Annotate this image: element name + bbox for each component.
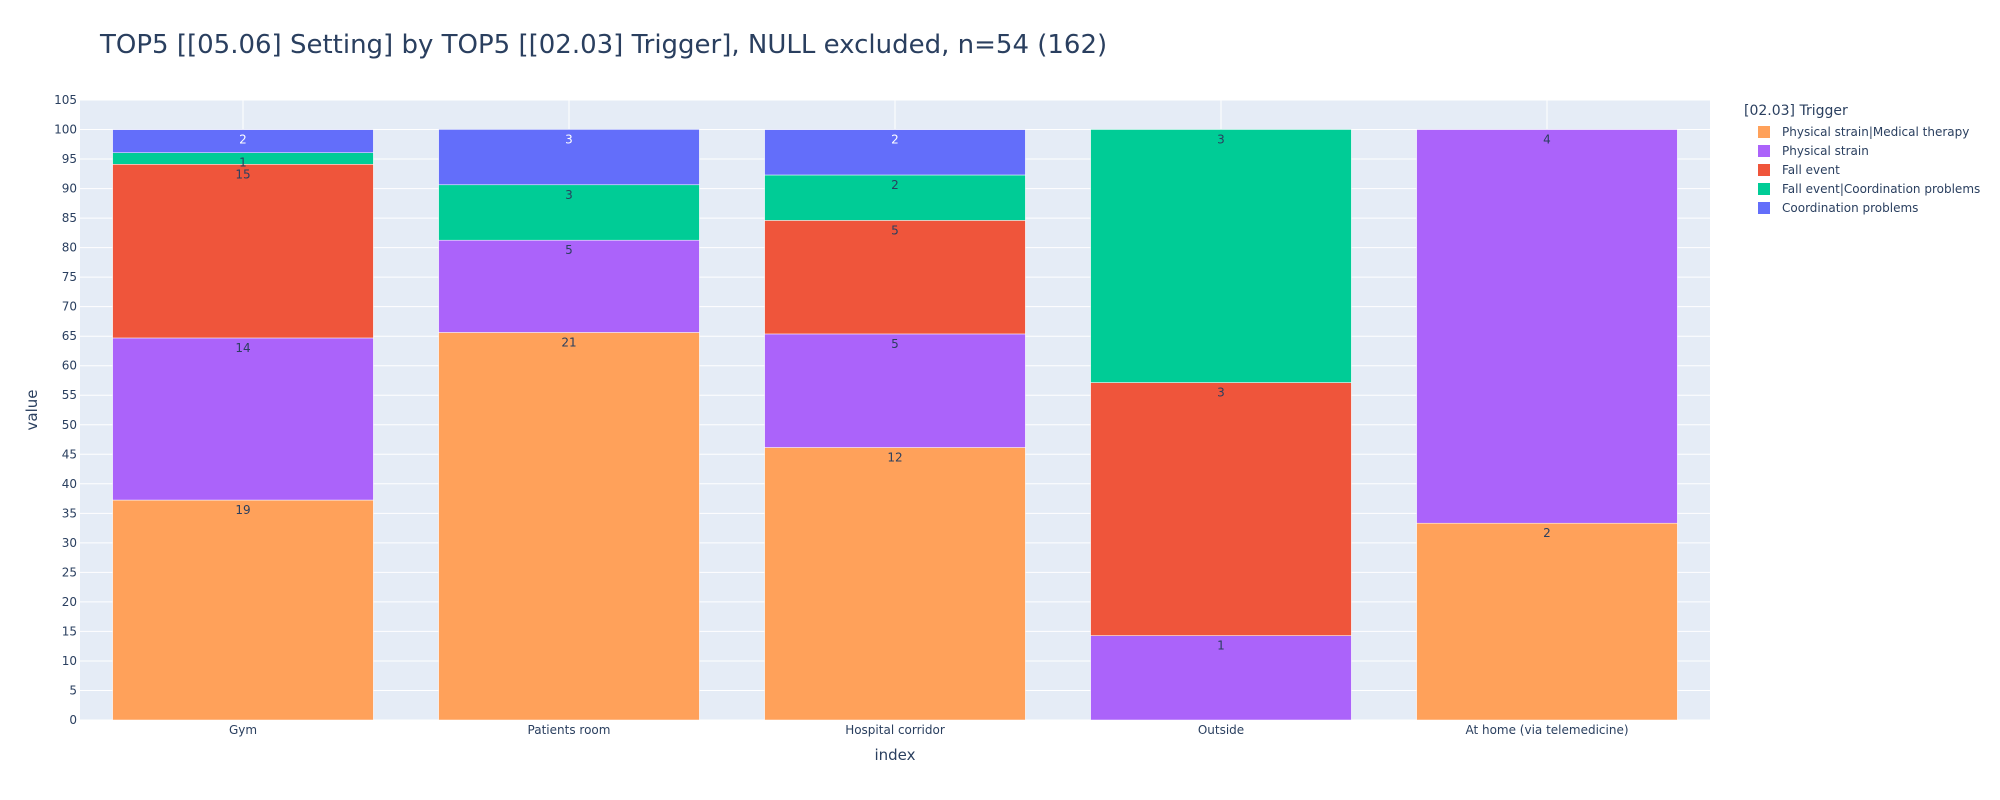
x-axis-label: index bbox=[874, 746, 915, 764]
bar-fall-event-coordination-problems-patients-room[interactable] bbox=[438, 184, 700, 241]
bar-label: 2 bbox=[891, 133, 899, 147]
legend-label: Physical strain bbox=[1782, 143, 1869, 158]
bar-label: 4 bbox=[1543, 133, 1551, 147]
y-tick-label: 85 bbox=[62, 211, 77, 225]
legend-item-physical-strain[interactable]: Physical strain bbox=[1744, 141, 1980, 160]
y-tick-label: 25 bbox=[62, 565, 77, 579]
bar-fall-event-hospital-corridor[interactable] bbox=[764, 220, 1026, 335]
legend: [02.03] Trigger Physical strain|Medical … bbox=[1744, 103, 1980, 217]
y-tick-label: 90 bbox=[62, 182, 77, 196]
legend-label: Coordination problems bbox=[1782, 200, 1919, 215]
y-tick-label: 75 bbox=[62, 270, 77, 284]
y-tick-label: 55 bbox=[62, 388, 77, 402]
bar-fall-event-coordination-problems-outside[interactable] bbox=[1090, 129, 1352, 383]
bar-label: 2 bbox=[1543, 526, 1551, 540]
bar-coordination-problems-patients-room[interactable] bbox=[438, 129, 700, 186]
y-axis-label: value bbox=[23, 390, 41, 431]
bar-physical-strain-hospital-corridor[interactable] bbox=[764, 333, 1026, 448]
y-axis-ticks: 0 5 10 15 20 25 30 35 40 45 50 55 60 65 70 75 80 85 90 95 10… bbox=[54, 93, 77, 727]
y-tick-label: 70 bbox=[62, 300, 77, 314]
legend-swatch bbox=[1758, 201, 1770, 214]
bar-label: 2 bbox=[891, 178, 899, 192]
y-tick-label: 15 bbox=[62, 624, 77, 638]
bar-label: 14 bbox=[235, 341, 250, 355]
bar-physical-strain-patients-room[interactable] bbox=[438, 239, 700, 333]
legend-swatch bbox=[1758, 144, 1770, 157]
chart-title: TOP5 [[05.06] Setting] by TOP5 [[02.03] … bbox=[100, 30, 1108, 60]
y-tick-label: 50 bbox=[62, 418, 77, 432]
bar-label: 1 bbox=[1217, 639, 1225, 653]
bar-physical-strain-gym[interactable] bbox=[112, 337, 374, 501]
y-tick-label: 30 bbox=[62, 536, 77, 550]
bar-label: 21 bbox=[561, 335, 576, 349]
bar-label: 3 bbox=[565, 188, 573, 202]
legend-label: Fall event|Coordination problems bbox=[1782, 181, 1981, 196]
bar-physical-strain-medical-therapy-gym[interactable] bbox=[112, 499, 374, 721]
y-tick-label: 105 bbox=[54, 93, 77, 107]
y-tick-label: 80 bbox=[62, 241, 77, 255]
y-tick-label: 65 bbox=[62, 329, 77, 343]
y-tick-label: 20 bbox=[62, 595, 77, 609]
y-tick-label: 35 bbox=[62, 506, 77, 520]
y-tick-label: 45 bbox=[62, 447, 77, 461]
x-tick-label: At home (via telemedicine) bbox=[1465, 723, 1628, 737]
x-tick-label: Hospital corridor bbox=[845, 723, 945, 737]
bar-physical-strain-medical-therapy-patients-room[interactable] bbox=[438, 332, 700, 721]
x-tick-label: Outside bbox=[1198, 723, 1244, 737]
legend-item-fall-event[interactable]: Fall event bbox=[1744, 160, 1980, 179]
legend-item-physical-strain-medical-therapy[interactable]: Physical strain|Medical therapy bbox=[1744, 122, 1980, 141]
bar-label: 5 bbox=[565, 243, 573, 257]
bar-label: 5 bbox=[891, 337, 899, 351]
x-tick-label: Patients room bbox=[528, 723, 611, 737]
y-tick-label: 40 bbox=[62, 477, 77, 491]
bar-label: 2 bbox=[239, 133, 247, 147]
y-tick-label: 100 bbox=[54, 123, 77, 137]
bars bbox=[112, 129, 1678, 721]
bar-label: 1 bbox=[239, 156, 247, 170]
bar-fall-event-outside[interactable] bbox=[1090, 382, 1352, 636]
bar-coordination-problems-hospital-corridor[interactable] bbox=[764, 129, 1026, 176]
bar-fall-event-coordination-problems-hospital-corridor[interactable] bbox=[764, 174, 1026, 221]
bar-label: 5 bbox=[891, 223, 899, 237]
legend-label: Physical strain|Medical therapy bbox=[1782, 124, 1970, 139]
bar-physical-strain-medical-therapy-hospital-corridor[interactable] bbox=[764, 447, 1026, 721]
legend-title: [02.03] Trigger bbox=[1744, 103, 1848, 119]
y-tick-label: 10 bbox=[62, 654, 77, 668]
legend-item-coordination-problems[interactable]: Coordination problems bbox=[1744, 198, 1980, 217]
x-tick-label: Gym bbox=[229, 723, 257, 737]
y-tick-label: 60 bbox=[62, 359, 77, 373]
bar-physical-strain-outside[interactable] bbox=[1090, 635, 1352, 721]
y-tick-label: 0 bbox=[69, 713, 77, 727]
bar-physical-strain-medical-therapy-at-home-via-telemedicine[interactable] bbox=[1416, 522, 1678, 721]
bar-label: 12 bbox=[887, 450, 902, 464]
bar-label: 3 bbox=[1217, 132, 1225, 146]
bar-coordination-problems-gym[interactable] bbox=[112, 129, 374, 153]
x-axis-ticks: Gym Patients room Hospital corridor Outside… bbox=[229, 723, 1629, 737]
bar-physical-strain-at-home-via-telemedicine[interactable] bbox=[1416, 129, 1678, 524]
legend-label: Fall event bbox=[1782, 162, 1840, 177]
bar-fall-event-gym[interactable] bbox=[112, 164, 374, 339]
legend-swatch bbox=[1758, 182, 1770, 195]
legend-item-fall-event-coordination-problems[interactable]: Fall event|Coordination problems bbox=[1744, 179, 1980, 198]
bar-label: 19 bbox=[235, 503, 250, 517]
legend-swatch bbox=[1758, 163, 1770, 176]
bar-label: 3 bbox=[1217, 386, 1225, 400]
legend-items: Physical strain|Medical therapy Physical … bbox=[1744, 122, 1980, 217]
y-tick-label: 5 bbox=[69, 683, 77, 697]
bar-label: 3 bbox=[565, 132, 573, 146]
legend-swatch bbox=[1758, 125, 1770, 138]
y-tick-label: 95 bbox=[62, 152, 77, 166]
bar-label: 15 bbox=[235, 167, 250, 181]
